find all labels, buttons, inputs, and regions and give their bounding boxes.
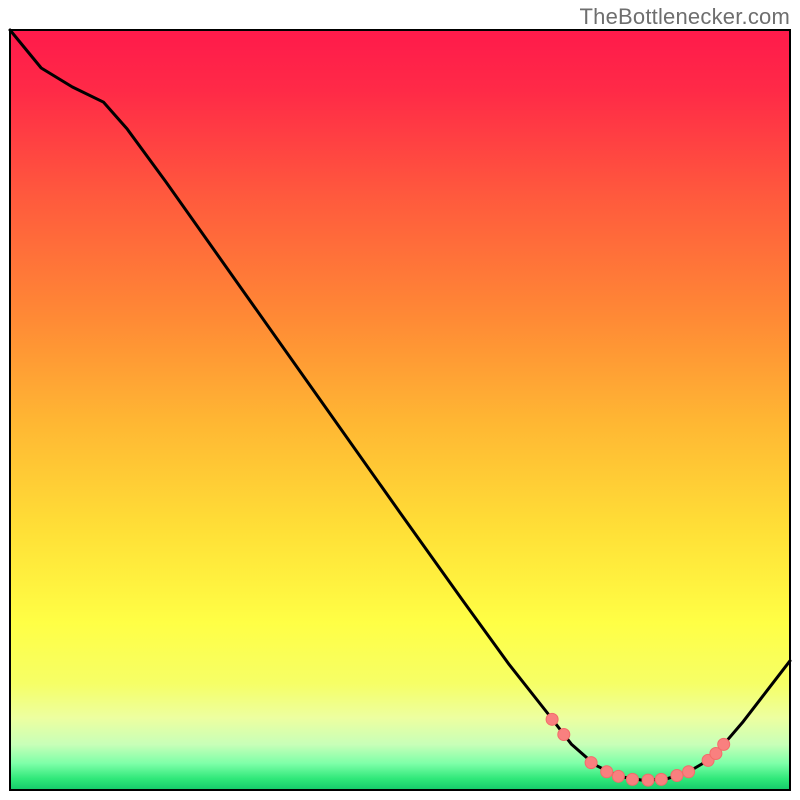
bottleneck-chart — [0, 0, 800, 800]
watermark-label: TheBottlenecker.com — [580, 4, 790, 30]
highlight-marker — [626, 773, 638, 785]
highlight-marker — [642, 774, 654, 786]
chart-container: TheBottlenecker.com — [0, 0, 800, 800]
highlight-marker — [655, 773, 667, 785]
highlight-marker — [612, 770, 624, 782]
highlight-marker — [558, 729, 570, 741]
highlight-marker — [546, 713, 558, 725]
highlight-marker — [585, 757, 597, 769]
highlight-marker — [683, 766, 695, 778]
plot-background — [10, 30, 790, 790]
highlight-marker — [671, 770, 683, 782]
highlight-marker — [601, 766, 613, 778]
highlight-marker — [718, 738, 730, 750]
